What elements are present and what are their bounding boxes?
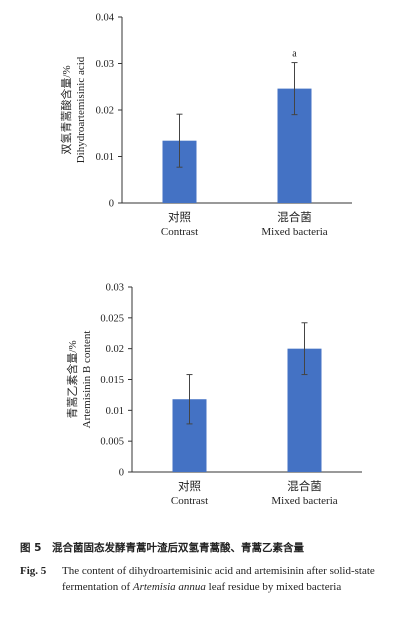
- x-tick-label-zh: 对照: [168, 210, 191, 224]
- y-axis-label-en: Dihydroartemisinic acid: [75, 56, 87, 163]
- significance-label: a: [292, 49, 297, 60]
- y-tick-label: 0.005: [100, 437, 124, 448]
- y-tick-label: 0.02: [96, 106, 114, 117]
- y-axis-label-zh: 青蒿乙素含量/%: [65, 340, 79, 418]
- x-tick-label-en: Mixed bacteria: [261, 226, 327, 238]
- y-tick-label: 0.01: [96, 152, 114, 163]
- x-tick-label-en: Contrast: [171, 495, 208, 507]
- y-tick-label: 0: [119, 468, 124, 479]
- y-tick-label: 0.04: [96, 13, 115, 24]
- caption-text-part2: leaf residue by mixed bacteria: [205, 581, 342, 593]
- x-tick-label-zh: 混合菌: [287, 479, 322, 493]
- y-tick-label: 0.03: [106, 283, 124, 294]
- chart-artemisinin-b: 0 0.005 0.01 0.015 0.02 0.025 0.03 对照 Contrast 混合…: [65, 283, 362, 507]
- y-axis-label-en: Artemisinin B content: [81, 331, 93, 429]
- x-tick-label-en: Mixed bacteria: [271, 495, 337, 507]
- y-tick-label: 0.025: [100, 313, 124, 324]
- y-tick-label: 0.015: [100, 375, 124, 386]
- x-tick-label-en: Contrast: [161, 226, 198, 238]
- figure-caption: 图 5 混合菌固态发酵青蒿叶渣后双氢青蒿酸、青蒿乙素含量 Fig. 5 The …: [20, 540, 390, 595]
- y-tick-label: 0.01: [106, 406, 124, 417]
- chart-dihydroartemisinic-acid: 0 0.01 0.02 0.03 0.04 对照 Contrast a 混合菌 Mixed bac…: [59, 13, 352, 238]
- caption-english: Fig. 5 The content of dihydroartemisinic…: [20, 563, 390, 595]
- x-tick-label-zh: 混合菌: [277, 210, 312, 224]
- caption-figure-label: Fig. 5: [20, 565, 47, 577]
- y-axis-label-zh: 双氢青蒿酸含量/%: [59, 65, 73, 154]
- y-tick-label: 0: [109, 199, 114, 210]
- x-tick-label-zh: 对照: [178, 479, 201, 493]
- y-tick-label: 0.02: [106, 344, 124, 355]
- caption-chinese: 图 5 混合菌固态发酵青蒿叶渣后双氢青蒿酸、青蒿乙素含量: [20, 542, 304, 554]
- caption-english-text: The content of dihydroartemisinic acid a…: [62, 563, 390, 595]
- y-tick-label: 0.03: [96, 59, 114, 70]
- caption-species-name: Artemisia annua: [132, 581, 206, 593]
- caption-text-part1: The content of dihydroartemisinic acid a…: [62, 565, 375, 593]
